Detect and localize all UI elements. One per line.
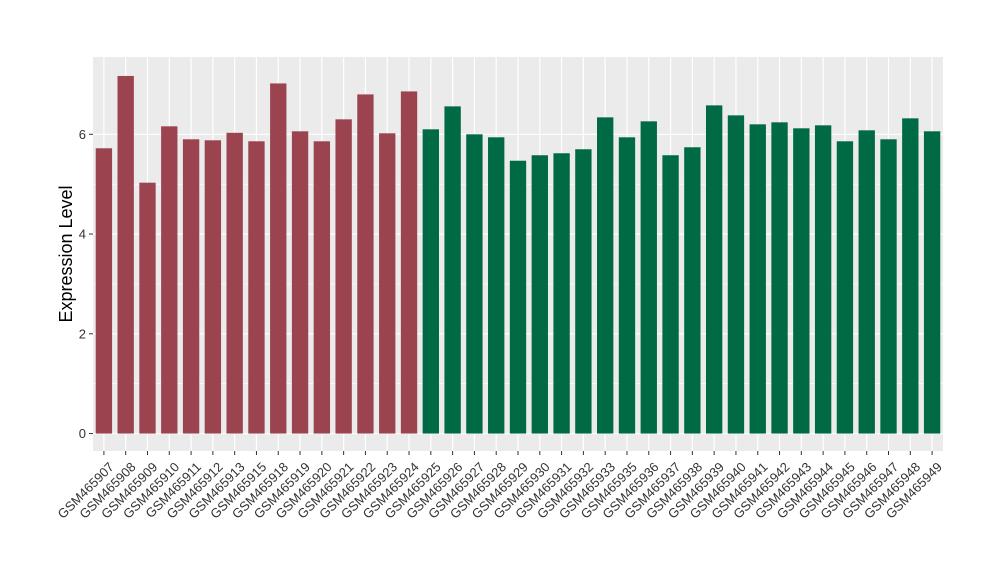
bar-GSM465910 [161, 126, 178, 434]
x-axis: GSM465907GSM465908GSM465909GSM465910GSM4… [55, 451, 945, 522]
bar-GSM465908 [117, 75, 134, 434]
bar-GSM465943 [793, 128, 810, 434]
bar-GSM465912 [204, 140, 222, 434]
bar-GSM465925 [422, 129, 439, 434]
bar-GSM465930 [531, 155, 548, 434]
bars [95, 75, 941, 434]
bar-GSM465947 [880, 139, 897, 434]
bar-GSM465938 [684, 147, 701, 434]
bar-GSM465911 [182, 139, 200, 434]
y-axis-title: Expression Level [56, 185, 76, 322]
bar-GSM465948 [902, 118, 919, 434]
bar-GSM465918 [270, 83, 287, 434]
bar-GSM465949 [923, 131, 941, 434]
bar-GSM465913 [226, 132, 243, 434]
bar-GSM465919 [291, 131, 309, 434]
bar-GSM465924 [400, 91, 418, 434]
bar-GSM465941 [749, 124, 766, 434]
y-tick-label: 4 [79, 227, 86, 242]
bar-GSM465929 [509, 160, 527, 434]
y-tick-label: 0 [79, 426, 86, 441]
bar-GSM465933 [597, 117, 614, 434]
bar-GSM465921 [335, 119, 352, 434]
bar-GSM465931 [553, 153, 570, 434]
bar-GSM465923 [379, 133, 396, 434]
bar-GSM465932 [575, 149, 592, 434]
bar-GSM465920 [313, 141, 331, 434]
bar-GSM465922 [357, 94, 374, 434]
y-tick-label: 6 [79, 127, 86, 142]
bar-GSM465940 [727, 115, 745, 434]
bar-GSM465927 [466, 134, 483, 434]
bar-GSM465936 [640, 121, 657, 434]
y-tick-label: 2 [79, 326, 86, 341]
bar-GSM465946 [858, 130, 875, 434]
bar-GSM465907 [95, 148, 113, 434]
bar-GSM465939 [705, 105, 723, 434]
bar-GSM465909 [139, 182, 156, 434]
bar-GSM465915 [248, 141, 265, 434]
bar-GSM465935 [618, 137, 636, 434]
bar-GSM465926 [444, 106, 461, 434]
bar-GSM465944 [814, 125, 832, 434]
bar-GSM465937 [662, 155, 679, 434]
bar-GSM465945 [836, 141, 854, 434]
bar-GSM465942 [771, 122, 788, 434]
bar-GSM465928 [488, 137, 505, 434]
y-axis: 0 2 4 6 [79, 127, 93, 441]
